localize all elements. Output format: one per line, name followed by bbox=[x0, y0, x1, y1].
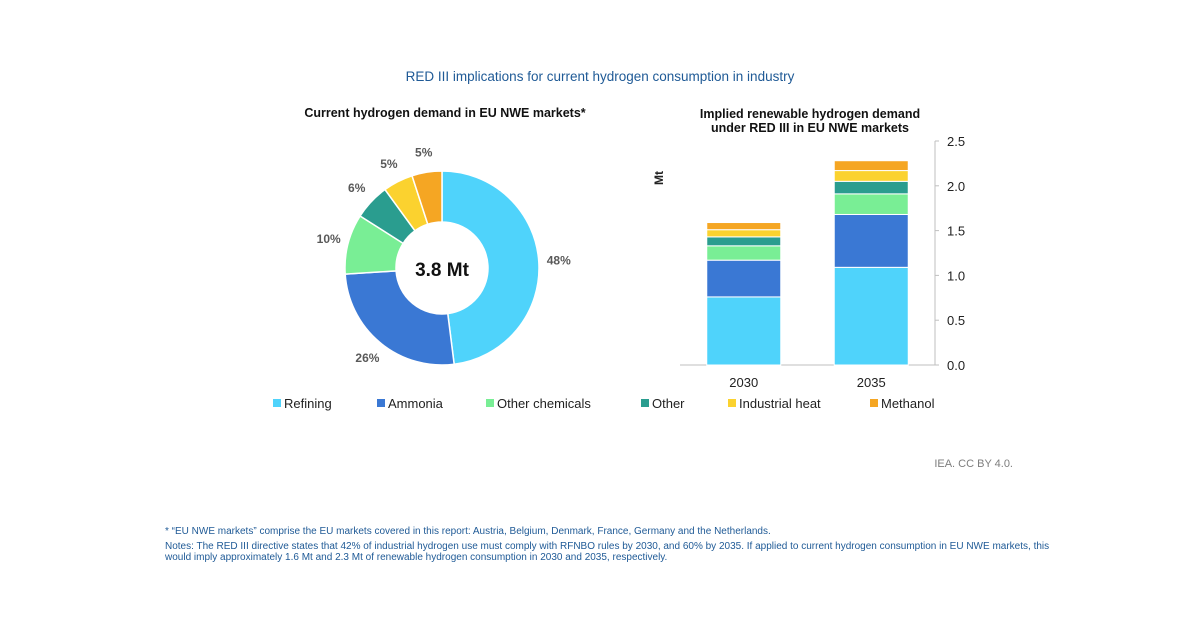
bar-2030-methanol bbox=[706, 222, 782, 231]
figure-title: RED III implications for current hydroge… bbox=[405, 69, 795, 84]
donut-chart-title: Current hydrogen demand in EU NWE market… bbox=[304, 106, 586, 120]
y-tick-label: 2.0 bbox=[947, 179, 965, 194]
legend-item-refining: Refining bbox=[273, 396, 332, 411]
y-tick-label: 0.0 bbox=[947, 358, 965, 373]
bar-2030-other bbox=[706, 236, 782, 247]
legend-swatch bbox=[486, 399, 494, 407]
bar-chart-title-line-2: under RED III in EU NWE markets bbox=[711, 121, 909, 135]
donut-slice-ammonia bbox=[344, 270, 455, 366]
legend-swatch bbox=[870, 399, 878, 407]
legend-label: Industrial heat bbox=[739, 396, 821, 411]
bar-2035-other bbox=[833, 180, 909, 195]
donut-chart: 48% 26% 10% 6% 5% 5% 3.8 Mt bbox=[317, 145, 571, 366]
donut-label-refining: 48% bbox=[547, 254, 571, 268]
legend-item-ammonia: Ammonia bbox=[377, 396, 443, 411]
legend: Refining Ammonia Other chemicals Other Indus… bbox=[0, 396, 1200, 416]
bar-chart-title: Implied renewable hydrogen demand under … bbox=[660, 107, 960, 135]
y-tick-label: 2.5 bbox=[947, 134, 965, 149]
y-axis-label: Mt bbox=[652, 171, 666, 185]
stacked-bar-chart: 0.0 0.5 1.0 1.5 2.0 2.5 Mt 2030 2035 bbox=[652, 134, 965, 390]
footnote-definition: * “EU NWE markets” comprise the EU marke… bbox=[165, 526, 771, 537]
bar-2035-refining bbox=[833, 266, 909, 366]
bar-2030-refining bbox=[706, 296, 782, 366]
y-tick-label: 0.5 bbox=[947, 313, 965, 328]
bar-2030-ammonia bbox=[706, 259, 782, 298]
legend-label: Refining bbox=[284, 396, 332, 411]
bar-2035-other-chemicals bbox=[833, 193, 909, 215]
legend-swatch bbox=[728, 399, 736, 407]
legend-swatch bbox=[377, 399, 385, 407]
legend-item-other-chemicals: Other chemicals bbox=[486, 396, 591, 411]
bar-2035-methanol bbox=[833, 160, 909, 172]
legend-swatch bbox=[641, 399, 649, 407]
donut-label-methanol: 5% bbox=[415, 145, 433, 159]
x-tick-label-2035: 2035 bbox=[857, 375, 886, 390]
x-tick-label-2030: 2030 bbox=[729, 375, 758, 390]
donut-label-industrial-heat: 5% bbox=[380, 157, 398, 171]
donut-slice-methanol bbox=[411, 170, 443, 226]
legend-label: Ammonia bbox=[388, 396, 443, 411]
bar-2035-ammonia bbox=[833, 213, 909, 268]
bar-2030-industrial-heat bbox=[706, 229, 782, 238]
donut-label-other: 6% bbox=[348, 181, 366, 195]
credit-label: IEA. CC BY 4.0. bbox=[934, 458, 1013, 470]
donut-slice-refining bbox=[441, 170, 540, 366]
legend-label: Other bbox=[652, 396, 685, 411]
legend-item-other: Other bbox=[641, 396, 685, 411]
bar-2030-other-chemicals bbox=[706, 245, 782, 261]
legend-label: Other chemicals bbox=[497, 396, 591, 411]
bar-2035-industrial-heat bbox=[833, 170, 909, 182]
legend-label: Methanol bbox=[881, 396, 935, 411]
bar-chart-title-line-1: Implied renewable hydrogen demand bbox=[699, 107, 921, 121]
y-tick-label: 1.0 bbox=[947, 268, 965, 283]
donut-label-ammonia: 26% bbox=[355, 351, 379, 365]
legend-swatch bbox=[273, 399, 281, 407]
footnote-notes: Notes: The RED III directive states that… bbox=[165, 541, 1050, 563]
donut-label-other-chemicals: 10% bbox=[317, 232, 341, 246]
legend-item-industrial-heat: Industrial heat bbox=[728, 396, 821, 411]
y-tick-label: 1.5 bbox=[947, 224, 965, 239]
donut-center-label: 3.8 Mt bbox=[415, 260, 470, 281]
legend-item-methanol: Methanol bbox=[870, 396, 934, 411]
